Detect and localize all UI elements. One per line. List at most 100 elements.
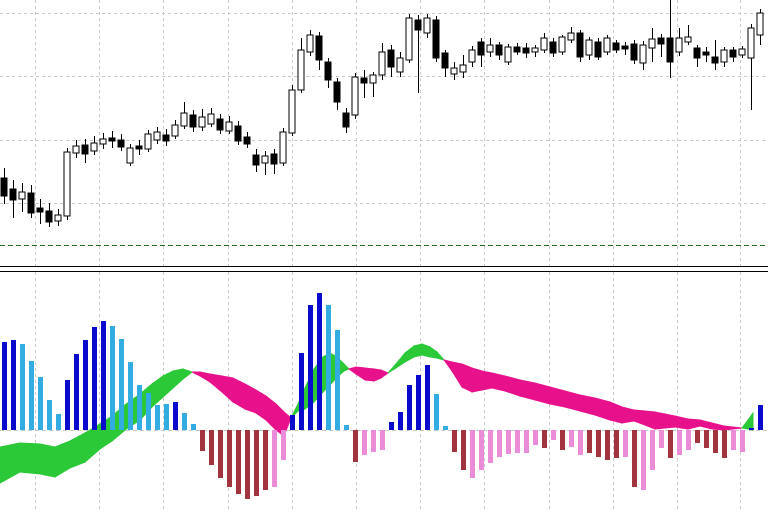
candle-bull (225, 121, 233, 132)
hist-bar-dr (713, 430, 718, 453)
candle-bear (9, 188, 17, 201)
candle-bull (603, 37, 611, 53)
candle-bull (207, 113, 215, 125)
hist-bar-lb (164, 404, 169, 430)
candle-bull (405, 17, 413, 61)
hist-bar-pk (659, 430, 664, 448)
ribbon-segment-magenta (711, 422, 725, 431)
candle-bull (423, 17, 431, 34)
hist-bar-dr (668, 430, 673, 458)
hist-bar-dr (587, 430, 592, 453)
candle-bear (513, 46, 521, 53)
ribbon-segment-magenta (221, 375, 234, 404)
ribbon-segment-magenta (451, 361, 463, 389)
ribbon-segment-magenta (355, 366, 366, 381)
hist-bar-pk (479, 430, 484, 470)
candle-bull (279, 131, 287, 164)
hist-bar-pk (686, 430, 691, 450)
hist-bar-db (83, 340, 88, 430)
panel-separator[interactable] (0, 266, 768, 272)
hist-bar-dr (263, 430, 268, 490)
candle-bear (522, 47, 530, 54)
ribbon-segment-magenta (549, 386, 566, 408)
candle-bull (18, 191, 26, 200)
hist-bar-pk (650, 430, 655, 470)
ribbon-segment-green (172, 368, 184, 390)
hist-bar-pk (533, 430, 538, 445)
candle-bear (630, 43, 638, 61)
ribbon-segment-magenta (191, 371, 201, 377)
ribbon-segment-green (387, 362, 397, 374)
hist-bar-dr (452, 430, 457, 452)
ribbon-segment-magenta (373, 368, 382, 382)
candle-bear (594, 41, 602, 58)
candle-bear (27, 192, 35, 214)
candle-bear (729, 49, 737, 58)
candle-bull (459, 64, 467, 73)
candle-bear (36, 207, 44, 213)
hist-bar-pk (677, 430, 682, 455)
candle-bull (198, 116, 206, 128)
ribbon-segment-magenta (723, 425, 743, 431)
candle-bear (621, 45, 629, 50)
candle-bull (585, 39, 593, 56)
ribbon-segment-magenta (255, 389, 267, 421)
candle-bull (180, 112, 188, 127)
hist-bar-pk (515, 430, 520, 453)
ribbon-segment-magenta (654, 411, 666, 430)
candle-bull (486, 44, 494, 53)
ribbon-segment-magenta (644, 410, 656, 430)
candle-bull (306, 34, 314, 53)
indicator-panel[interactable] (0, 272, 768, 512)
hist-bar-db (389, 422, 394, 430)
ribbon-segment-green (429, 346, 438, 359)
ribbon-segment-magenta (594, 397, 611, 421)
hist-bar-dr (254, 430, 259, 496)
price-panel[interactable] (0, 0, 768, 266)
hist-bar-pk (731, 430, 736, 450)
hist-bar-db (416, 375, 421, 430)
candle-bear (432, 19, 440, 59)
hist-bar-lb (29, 361, 34, 430)
hist-bar-dr (218, 430, 223, 478)
ribbon-segment-magenta (481, 370, 493, 391)
candle-bear (693, 47, 701, 59)
hist-bar-pk (362, 430, 367, 455)
candle-bear (333, 81, 341, 103)
candle-bear (576, 32, 584, 58)
candle-bull (378, 51, 386, 76)
hist-bar-pk (740, 430, 745, 452)
hist-bar-db (2, 342, 7, 430)
hist-bar-dr (227, 430, 232, 487)
candle-bull (126, 147, 134, 164)
candle-bear (117, 139, 125, 148)
hist-bar-dr (245, 430, 250, 499)
candle-bull (531, 47, 539, 53)
candle-bear (342, 112, 350, 128)
ribbon-segment-magenta (564, 390, 581, 412)
hist-bar-pk (497, 430, 502, 457)
candle-bear (414, 19, 422, 31)
hist-bar-pk (488, 430, 493, 463)
candle-bear (387, 49, 395, 68)
hist-bar-db (758, 405, 763, 430)
ribbon-segment-magenta (199, 371, 211, 383)
candle-bull (648, 38, 656, 49)
candle-bull (153, 131, 161, 141)
ribbon-segment-magenta (364, 367, 375, 382)
hist-bar-db (74, 354, 79, 430)
hist-bar-pk (281, 430, 286, 460)
ribbon-segment-green (162, 370, 174, 399)
hist-bar-pk (524, 430, 529, 453)
ribbon-segment-green (747, 411, 754, 431)
hist-bar-dr (632, 430, 637, 487)
ribbon-segment-green (39, 443, 56, 478)
ribbon-segment-magenta (209, 373, 223, 394)
hist-bar-db (317, 293, 322, 430)
candle-bear (549, 41, 557, 54)
ribbon-segment-magenta (471, 367, 483, 393)
candle-bear (81, 144, 89, 155)
candle-bear (666, 37, 674, 63)
ribbon-segment-magenta (609, 401, 623, 424)
candle-bull (261, 155, 269, 164)
